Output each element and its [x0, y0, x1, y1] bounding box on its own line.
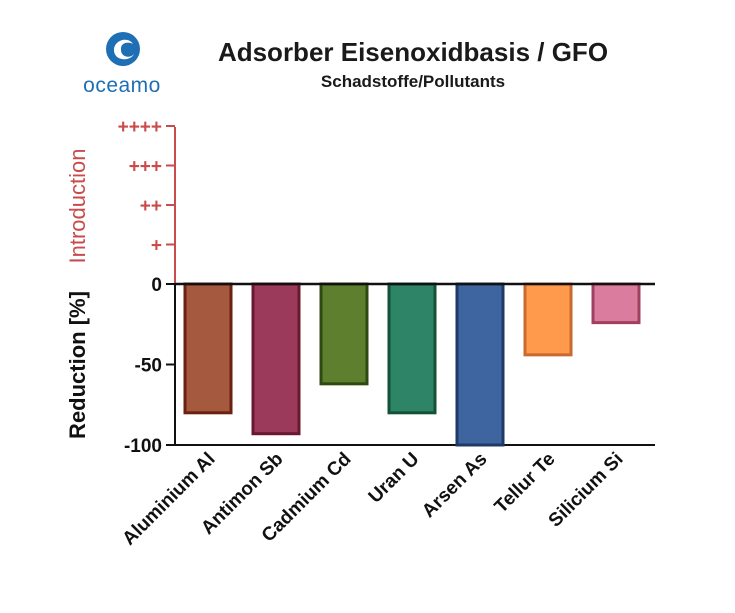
x-tick-label: Uran U — [365, 449, 424, 508]
x-tick-label: Tellur Te — [491, 449, 560, 518]
y-tick-label: -100 — [124, 436, 162, 457]
bars — [183, 282, 641, 447]
bar-uran-u — [387, 282, 437, 415]
y-ticks: 0 -50 -100 — [124, 275, 175, 457]
bar-aluminium-al — [183, 282, 233, 415]
chart-title: Adsorber Eisenoxidbasis / GFO — [218, 37, 608, 67]
bar-antimon-sb — [251, 282, 301, 436]
upper-tick-label: +++ — [129, 157, 162, 178]
y-tick-label: -50 — [135, 356, 162, 377]
brand-name: oceamo — [83, 74, 161, 97]
x-tick-label: Arsen As — [418, 449, 491, 522]
bar-cadmium-cd — [319, 282, 369, 386]
logo-wave-icon — [106, 32, 140, 66]
bar-arsen-as — [455, 282, 505, 447]
upper-tick-label: ++++ — [118, 117, 162, 138]
x-tick-label: Aluminium Al — [119, 449, 220, 550]
upper-ticks: ++++++++++ — [118, 117, 175, 257]
y-tick-label: 0 — [151, 275, 162, 296]
upper-tick-label: ++ — [140, 196, 162, 217]
logo-wave-curl — [114, 39, 134, 60]
y-axis-label: Reduction [%] — [65, 291, 90, 439]
oceamo-logo: oceamo — [83, 32, 161, 97]
upper-tick-label: + — [151, 236, 162, 257]
y-axis-upper-label: Introduction — [65, 149, 90, 264]
bar-silicium-si — [591, 282, 641, 325]
x-tick-label: Silicium Si — [545, 449, 628, 532]
bar-tellur-te — [523, 282, 573, 357]
chart-subtitle: Schadstoffe/Pollutants — [321, 72, 505, 91]
